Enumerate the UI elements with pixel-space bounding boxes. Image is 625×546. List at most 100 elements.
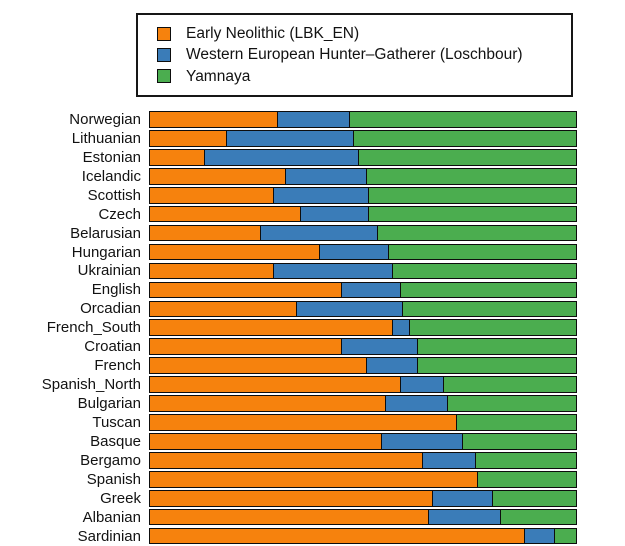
chart-row: Orcadian <box>0 299 625 318</box>
bar-segment-western-european-hunter-gatherer-loschbour <box>422 453 476 468</box>
bar-segment-western-european-hunter-gatherer-loschbour <box>433 490 493 506</box>
chart-rows: Norwegian Lithuanian Estonian Icelandic Scot… <box>0 110 625 546</box>
bar-segment-yamnaya <box>554 528 576 544</box>
bar-segment-early-neolithic-lbk-en <box>150 471 479 487</box>
bar-segment-yamnaya <box>369 187 576 203</box>
category-label: Ukrainian <box>77 262 141 280</box>
chart-row: French_South <box>0 318 625 337</box>
chart-row: Scottish <box>0 186 625 205</box>
bar-segment-western-european-hunter-gatherer-loschbour <box>367 358 419 373</box>
chart-row: Croatian <box>0 337 625 356</box>
stacked-bar <box>149 130 577 147</box>
bar-segment-early-neolithic-lbk-en <box>150 358 368 373</box>
bar-segment-yamnaya <box>358 150 576 165</box>
bar-segment-early-neolithic-lbk-en <box>150 112 278 127</box>
stacked-bar <box>149 224 577 242</box>
stacked-bar <box>149 262 577 280</box>
bar-segment-yamnaya <box>501 509 576 525</box>
bar-segment-yamnaya <box>448 396 576 411</box>
category-label: Hungarian <box>71 243 141 261</box>
legend-label: Yamnaya <box>186 67 251 85</box>
bar-segment-early-neolithic-lbk-en <box>150 415 457 430</box>
bar-segment-western-european-hunter-gatherer-loschbour <box>392 320 410 336</box>
bar-segment-early-neolithic-lbk-en <box>150 131 227 146</box>
bar-segment-western-european-hunter-gatherer-loschbour <box>524 528 555 544</box>
bar-segment-yamnaya <box>388 244 576 260</box>
legend-item: Yamnaya <box>157 68 571 85</box>
bar-segment-early-neolithic-lbk-en <box>150 301 297 317</box>
chart-row: Bergamo <box>0 451 625 470</box>
bar-segment-yamnaya <box>443 377 576 392</box>
bar-segment-early-neolithic-lbk-en <box>150 282 342 298</box>
stacked-bar <box>149 319 577 337</box>
stacked-bar <box>149 414 577 431</box>
bar-segment-yamnaya <box>456 415 576 430</box>
bar-segment-early-neolithic-lbk-en <box>150 453 423 468</box>
bar-segment-yamnaya <box>418 339 576 355</box>
category-label: Spanish_North <box>41 376 141 394</box>
category-label: Basque <box>90 432 141 450</box>
stacked-bar <box>149 149 577 166</box>
legend: Early Neolithic (LBK_EN) Western European… <box>136 13 573 97</box>
stacked-bar <box>149 111 577 128</box>
chart-row: Spanish <box>0 470 625 489</box>
bar-segment-western-european-hunter-gatherer-loschbour <box>341 282 402 298</box>
chart-row: Icelandic <box>0 167 625 186</box>
category-label: Tuscan <box>92 413 141 431</box>
category-label: Norwegian <box>69 110 141 128</box>
bar-segment-yamnaya <box>354 131 576 146</box>
bar-segment-early-neolithic-lbk-en <box>150 206 302 222</box>
chart-row: Ukrainian <box>0 262 625 281</box>
bar-segment-early-neolithic-lbk-en <box>150 490 434 506</box>
bar-segment-western-european-hunter-gatherer-loschbour <box>286 168 368 184</box>
legend-item: Western European Hunter–Gatherer (Loschb… <box>157 46 571 63</box>
bar-segment-yamnaya <box>463 434 576 449</box>
legend-swatch <box>157 69 171 84</box>
category-label: Sardinian <box>77 527 141 545</box>
category-label: Spanish <box>86 470 141 488</box>
bar-segment-yamnaya <box>403 301 576 317</box>
bar-segment-early-neolithic-lbk-en <box>150 396 387 411</box>
category-label: French_South <box>46 319 141 337</box>
stacked-bar <box>149 452 577 469</box>
chart-row: Belarusian <box>0 224 625 243</box>
category-label: English <box>91 281 141 299</box>
bar-segment-yamnaya <box>367 168 576 184</box>
bar-segment-western-european-hunter-gatherer-loschbour <box>386 396 449 411</box>
stacked-bar <box>149 470 577 488</box>
stacked-bar <box>149 338 577 356</box>
chart-row: Lithuanian <box>0 129 625 148</box>
bar-segment-early-neolithic-lbk-en <box>150 528 525 544</box>
bar-segment-early-neolithic-lbk-en <box>150 509 430 525</box>
category-label: Belarusian <box>70 224 141 242</box>
bar-segment-western-european-hunter-gatherer-loschbour <box>341 339 419 355</box>
bar-segment-early-neolithic-lbk-en <box>150 168 287 184</box>
chart-row: French <box>0 356 625 375</box>
stacked-bar <box>149 205 577 223</box>
chart-row: Sardinian <box>0 527 625 546</box>
stacked-bar <box>149 527 577 545</box>
category-label: Greek <box>100 489 141 507</box>
bar-segment-western-european-hunter-gatherer-loschbour <box>320 244 389 260</box>
stacked-bar <box>149 433 577 450</box>
bar-segment-western-european-hunter-gatherer-loschbour <box>301 206 370 222</box>
chart-row: Spanish_North <box>0 375 625 394</box>
chart-row: Estonian <box>0 148 625 167</box>
stacked-bar <box>149 508 577 526</box>
bar-segment-early-neolithic-lbk-en <box>150 320 393 336</box>
chart-row: Bulgarian <box>0 394 625 413</box>
bar-segment-western-european-hunter-gatherer-loschbour <box>260 225 378 241</box>
category-label: Orcadian <box>80 300 141 318</box>
bar-segment-western-european-hunter-gatherer-loschbour <box>273 187 370 203</box>
bar-segment-early-neolithic-lbk-en <box>150 339 342 355</box>
bar-segment-yamnaya <box>392 263 576 279</box>
bar-segment-western-european-hunter-gatherer-loschbour <box>296 301 404 317</box>
legend-label: Western European Hunter–Gatherer (Loschb… <box>186 46 523 64</box>
bar-segment-western-european-hunter-gatherer-loschbour <box>382 434 464 449</box>
stacked-bar <box>149 300 577 318</box>
chart-row: Czech <box>0 205 625 224</box>
category-label: French <box>94 357 141 375</box>
bar-segment-yamnaya <box>401 282 576 298</box>
bar-segment-western-european-hunter-gatherer-loschbour <box>205 150 359 165</box>
bar-segment-yamnaya <box>350 112 576 127</box>
